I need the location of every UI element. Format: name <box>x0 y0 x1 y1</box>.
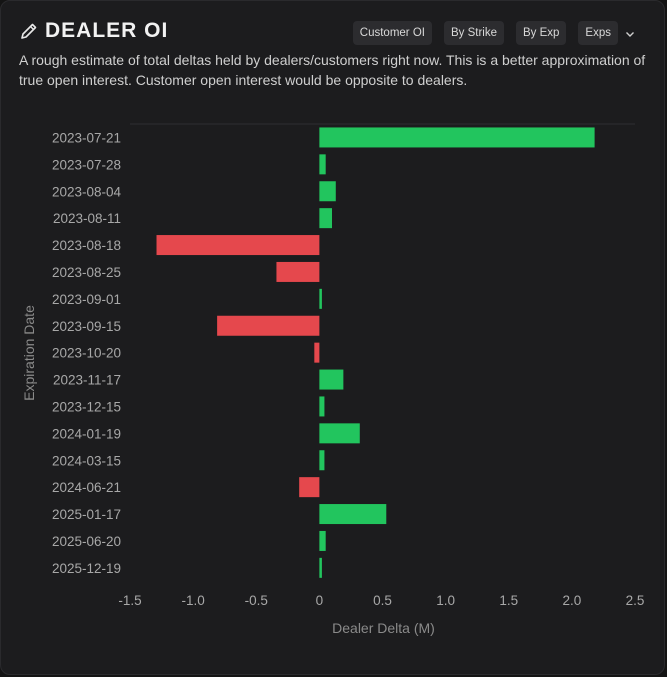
bar-2025-01-17 <box>319 504 387 525</box>
y-tick-label: 2025-06-20 <box>52 534 121 549</box>
bar-2023-08-11 <box>319 208 332 229</box>
bar-2023-08-18 <box>156 235 320 256</box>
y-tick-label: 2023-08-18 <box>52 238 121 253</box>
card-header: DEALER OI Customer OI By Strike By Exp E… <box>19 19 646 49</box>
bar-2023-11-17 <box>319 369 344 390</box>
by-strike-button[interactable]: By Strike <box>443 21 504 45</box>
y-tick-label: 2023-09-01 <box>52 292 121 307</box>
y-tick-label: 2023-08-25 <box>52 265 121 280</box>
y-tick-label: 2023-09-15 <box>52 319 121 334</box>
bar-2023-10-20 <box>314 342 320 363</box>
x-tick-label: -1.5 <box>118 593 141 608</box>
x-tick-label: 2.5 <box>626 593 645 608</box>
y-tick-label: 2023-07-28 <box>52 157 121 172</box>
x-tick-label: -1.0 <box>181 593 204 608</box>
y-axis-label: Expiration Date <box>21 305 37 401</box>
view-toggle-group: Customer OI By Strike By Exp Exps <box>341 21 636 45</box>
bar-2023-12-15 <box>319 396 325 417</box>
bar-2025-06-20 <box>319 530 326 551</box>
x-tick-label: -0.5 <box>245 593 268 608</box>
bar-2024-03-15 <box>319 450 325 471</box>
x-tick-label: 1.0 <box>436 593 455 608</box>
x-tick-label: 2.0 <box>562 593 581 608</box>
x-tick-label: 0 <box>316 593 324 608</box>
y-tick-label: 2025-01-17 <box>52 507 121 522</box>
x-tick-label: 0.5 <box>373 593 392 608</box>
bar-2023-09-01 <box>319 288 322 309</box>
by-exp-button[interactable]: By Exp <box>515 21 567 45</box>
y-tick-label: 2023-08-11 <box>53 211 121 226</box>
customer-oi-button[interactable]: Customer OI <box>352 21 432 45</box>
pencil-icon[interactable] <box>19 21 39 41</box>
y-tick-label: 2023-11-17 <box>53 373 121 388</box>
bar-2024-06-21 <box>299 477 320 498</box>
bar-2024-01-19 <box>319 423 360 444</box>
x-tick-label: 1.5 <box>499 593 518 608</box>
exps-button[interactable]: Exps <box>578 21 618 45</box>
page-title: DEALER OI <box>45 19 169 42</box>
chart-description: A rough estimate of total deltas held by… <box>19 52 646 88</box>
y-tick-label: 2024-06-21 <box>52 480 121 495</box>
bar-2023-07-28 <box>319 154 326 175</box>
bar-2023-07-21 <box>319 127 595 148</box>
title-wrap: DEALER OI <box>19 19 168 43</box>
y-tick-label: 2025-12-19 <box>52 561 121 576</box>
bar-2023-08-25 <box>276 261 320 282</box>
y-tick-label: 2023-10-20 <box>52 346 121 361</box>
chevron-down-icon[interactable] <box>624 27 636 39</box>
y-tick-label: 2024-03-15 <box>52 453 121 468</box>
bar-2025-12-19 <box>319 557 322 578</box>
bar-2023-08-04 <box>319 181 336 202</box>
y-tick-label: 2024-01-19 <box>52 426 121 441</box>
y-tick-label: 2023-12-15 <box>52 399 121 414</box>
y-tick-label: 2023-07-21 <box>52 130 121 145</box>
bar-2023-09-15 <box>217 315 320 336</box>
y-tick-label: 2023-08-04 <box>52 184 122 199</box>
x-axis-label: Dealer Delta (M) <box>332 620 435 636</box>
